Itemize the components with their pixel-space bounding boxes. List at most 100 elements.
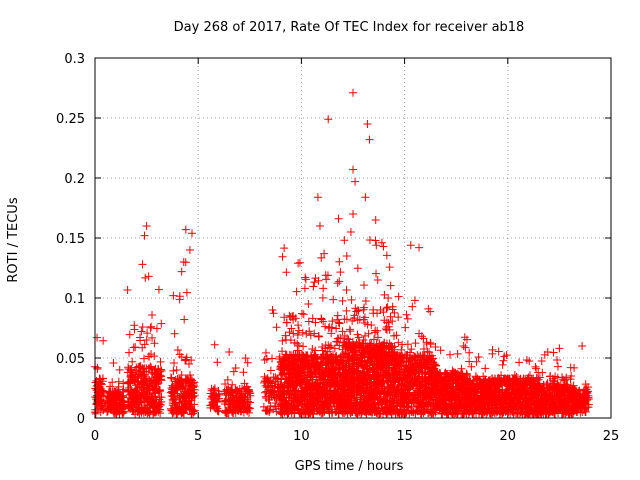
- data-point: [140, 340, 149, 349]
- data-point: [312, 355, 321, 364]
- data-point: [177, 370, 186, 379]
- data-point: [372, 269, 381, 278]
- data-point: [156, 357, 165, 366]
- data-point: [453, 349, 462, 358]
- data-point: [318, 293, 327, 302]
- data-point: [310, 350, 319, 359]
- data-point: [143, 329, 152, 338]
- data-point: [382, 318, 391, 327]
- data-point: [373, 326, 382, 335]
- data-point: [280, 244, 289, 253]
- data-point: [115, 365, 124, 374]
- data-point: [346, 327, 355, 336]
- data-point: [278, 410, 287, 419]
- data-point: [463, 335, 472, 344]
- data-point: [266, 366, 275, 375]
- data-point: [264, 378, 273, 387]
- data-point: [287, 324, 296, 333]
- y-tick-label: 0.05: [56, 352, 85, 367]
- data-point: [394, 313, 403, 322]
- data-point: [390, 308, 399, 317]
- data-point: [170, 359, 179, 368]
- data-point: [373, 309, 382, 318]
- data-point: [385, 325, 394, 334]
- data-point: [289, 329, 298, 338]
- data-point: [301, 273, 310, 282]
- data-point: [335, 277, 344, 286]
- data-point: [157, 372, 166, 381]
- data-point: [109, 359, 118, 368]
- data-point: [532, 364, 541, 373]
- data-point: [182, 353, 191, 362]
- x-tick-label: 25: [603, 429, 620, 444]
- data-point: [426, 307, 435, 316]
- data-points: [91, 88, 593, 419]
- data-point: [180, 315, 189, 324]
- y-tick-label: 0: [77, 412, 85, 427]
- data-point: [335, 257, 344, 266]
- data-point: [175, 295, 184, 304]
- data-point: [394, 338, 403, 347]
- data-point: [118, 407, 127, 416]
- data-point: [314, 332, 323, 341]
- data-point: [342, 315, 351, 324]
- data-point: [446, 350, 455, 359]
- data-point: [373, 333, 382, 342]
- data-point: [241, 354, 250, 363]
- data-point: [262, 354, 271, 363]
- data-point: [295, 258, 304, 267]
- data-point: [401, 323, 410, 332]
- data-point: [402, 310, 411, 319]
- y-tick-label: 0.15: [56, 232, 85, 247]
- data-point: [394, 292, 403, 301]
- chart-title: Day 268 of 2017, Rate Of TEC Index for r…: [174, 20, 525, 35]
- data-point: [221, 380, 230, 389]
- data-point: [268, 354, 277, 363]
- data-point: [537, 356, 546, 365]
- data-point: [408, 302, 417, 311]
- data-point: [379, 308, 388, 317]
- data-point: [156, 409, 165, 418]
- data-point: [290, 356, 299, 365]
- data-point: [549, 348, 558, 357]
- data-point: [172, 365, 181, 374]
- data-point: [288, 312, 297, 321]
- data-point: [278, 252, 287, 261]
- data-point: [213, 358, 222, 367]
- data-point: [244, 403, 253, 412]
- data-point: [167, 374, 176, 383]
- data-point: [360, 303, 369, 312]
- data-point: [298, 328, 307, 337]
- data-point: [361, 296, 370, 305]
- data-point: [535, 373, 544, 382]
- data-point: [353, 264, 362, 273]
- data-point: [364, 329, 373, 338]
- data-point: [269, 309, 278, 318]
- data-point: [306, 331, 315, 340]
- data-point: [330, 344, 339, 353]
- x-tick-label: 15: [396, 429, 413, 444]
- data-point: [294, 259, 303, 268]
- data-point: [292, 287, 301, 296]
- data-point: [246, 398, 255, 407]
- data-point: [367, 320, 376, 329]
- data-point: [120, 398, 129, 407]
- data-point: [361, 331, 370, 340]
- data-point: [382, 251, 391, 260]
- data-point: [340, 236, 349, 245]
- data-point: [278, 347, 287, 356]
- data-point: [327, 329, 336, 338]
- data-point: [170, 329, 179, 338]
- data-point: [294, 341, 303, 350]
- data-point: [386, 281, 395, 290]
- data-point: [146, 323, 155, 332]
- data-point: [294, 321, 303, 330]
- data-point: [325, 343, 334, 352]
- data-point: [299, 342, 308, 351]
- data-point: [298, 378, 307, 387]
- data-point: [515, 358, 524, 367]
- data-point: [328, 317, 337, 326]
- data-point: [333, 279, 342, 288]
- data-point: [311, 318, 320, 327]
